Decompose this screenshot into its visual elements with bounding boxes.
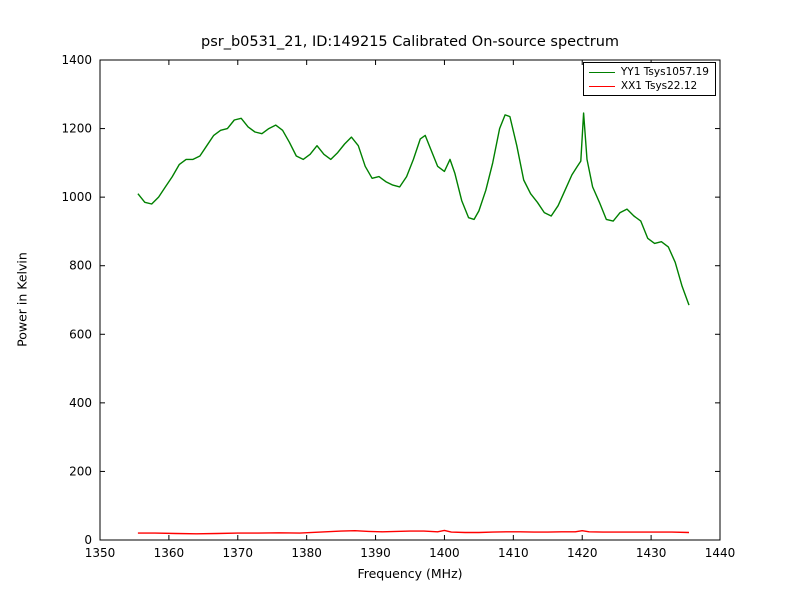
svg-text:1200: 1200 bbox=[61, 122, 92, 136]
svg-text:1400: 1400 bbox=[61, 53, 92, 67]
svg-text:1410: 1410 bbox=[498, 546, 529, 560]
chart-title: psr_b0531_21, ID:149215 Calibrated On-so… bbox=[200, 34, 620, 50]
axis-tick-labels: 1350 1360 1370 1380 1390 1400 1410 1420 1430 1440… bbox=[61, 53, 735, 560]
svg-text:1000: 1000 bbox=[61, 190, 92, 204]
yy1-line-swatch-icon bbox=[588, 71, 615, 73]
svg-text:400: 400 bbox=[69, 396, 92, 410]
legend-label-yy1: YY1 Tsys1057.19 bbox=[620, 66, 709, 78]
xx1-line-swatch-icon bbox=[588, 85, 615, 87]
y-axis-label: Power in Kelvin bbox=[14, 252, 30, 347]
legend-item-yy1: YY1 Tsys1057.19 bbox=[588, 66, 709, 78]
svg-text:1380: 1380 bbox=[291, 546, 322, 560]
svg-text:1400: 1400 bbox=[429, 546, 460, 560]
svg-text:1350: 1350 bbox=[85, 546, 116, 560]
svg-text:1440: 1440 bbox=[705, 546, 736, 560]
svg-text:800: 800 bbox=[69, 259, 92, 273]
svg-text:200: 200 bbox=[69, 464, 92, 478]
legend-item-xx1: XX1 Tsys22.12 bbox=[588, 80, 709, 92]
x-axis-label: Frequency (MHz) bbox=[357, 566, 463, 581]
svg-text:600: 600 bbox=[69, 327, 92, 341]
axis-ticks bbox=[99, 59, 721, 541]
svg-text:1390: 1390 bbox=[360, 546, 391, 560]
svg-text:1370: 1370 bbox=[223, 546, 254, 560]
svg-text:0: 0 bbox=[84, 533, 92, 547]
series-line-0 bbox=[137, 112, 690, 306]
legend-label-xx1: XX1 Tsys22.12 bbox=[620, 80, 698, 92]
series-line-1 bbox=[137, 529, 690, 535]
svg-text:1430: 1430 bbox=[636, 546, 667, 560]
plot-border bbox=[99, 59, 721, 541]
legend: YY1 Tsys1057.19 XX1 Tsys22.12 bbox=[582, 62, 716, 96]
svg-text:1360: 1360 bbox=[154, 546, 185, 560]
svg-text:1420: 1420 bbox=[567, 546, 598, 560]
data-series bbox=[137, 112, 690, 535]
